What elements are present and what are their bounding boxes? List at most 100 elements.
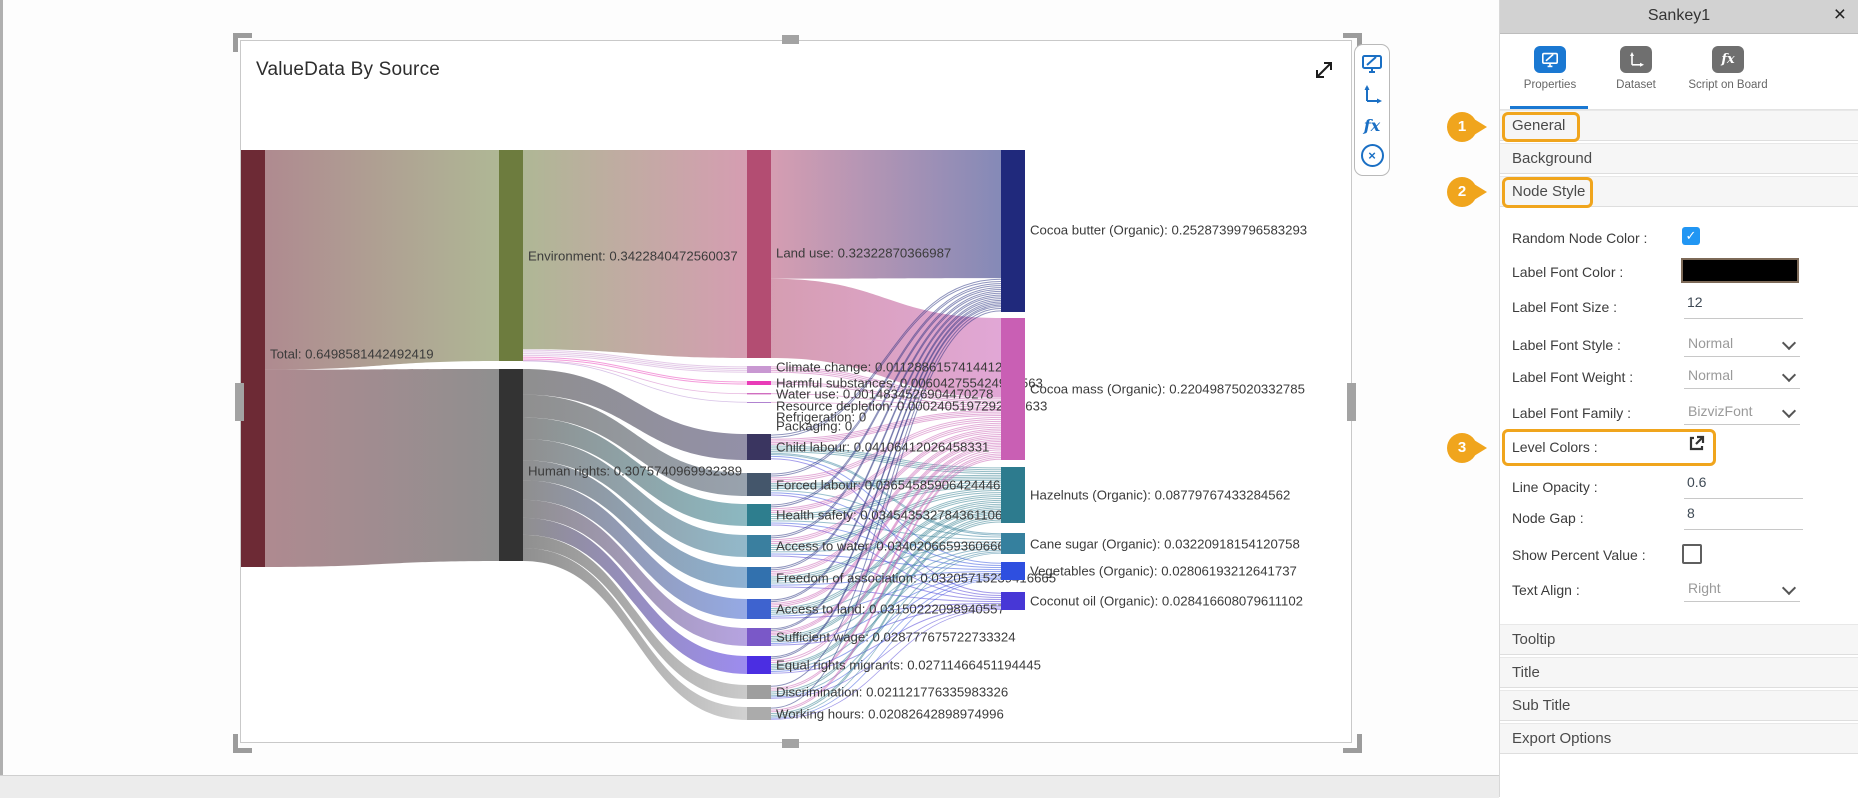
sankey-strand: [770, 368, 1002, 401]
section-general[interactable]: General: [1500, 110, 1858, 141]
sankey-strand: [770, 602, 1002, 619]
section-export-options[interactable]: Export Options: [1500, 723, 1858, 754]
sankey-strand: [770, 458, 1002, 713]
open-external-icon[interactable]: [1687, 434, 1705, 452]
section-background[interactable]: Background: [1500, 143, 1858, 174]
sankey-strand: [770, 519, 1002, 714]
tab-dataset[interactable]: Dataset: [1593, 46, 1679, 91]
sankey-strand: [770, 510, 1002, 666]
sankey-strand: [522, 354, 748, 373]
section-title[interactable]: Title: [1500, 657, 1858, 688]
sankey-strand: [770, 451, 1002, 475]
sankey-node-harmful_substances: [747, 381, 771, 385]
axis-icon[interactable]: [1360, 83, 1384, 107]
sankey-strand: [770, 453, 1002, 689]
font-style-select[interactable]: Normal: [1684, 332, 1800, 357]
close-icon[interactable]: ×: [1833, 3, 1846, 26]
sankey-strand: [770, 433, 1002, 573]
sankey-node-hazelnuts: [1001, 467, 1025, 523]
line-opacity-input[interactable]: 0.6: [1684, 474, 1803, 499]
sankey-strand: [770, 521, 1002, 716]
callout-badge-1: 1: [1447, 112, 1491, 142]
selection-handle-bottom-center[interactable]: [782, 739, 799, 748]
node-gap-input[interactable]: 8: [1684, 505, 1803, 530]
axis-icon: [1620, 46, 1652, 73]
field-label-font-style: Label Font Style : Normal: [1500, 330, 1858, 360]
sankey-strand: [770, 435, 1002, 574]
sankey-strand: [770, 604, 1002, 646]
callout-badge-2: 2: [1447, 177, 1491, 207]
color-swatch[interactable]: [1681, 258, 1799, 283]
sankey-node-total: [241, 150, 265, 567]
fx-icon[interactable]: fx: [1363, 115, 1381, 135]
field-show-percent-value: Show Percent Value :: [1500, 540, 1858, 570]
checkbox-unchecked[interactable]: [1682, 544, 1702, 564]
sankey-strand: [770, 303, 1002, 631]
sankey-chart-widget[interactable]: ValueData By Source Total: 0.64985814424…: [240, 40, 1352, 743]
sankey-label-health_safety: Health safety: 0.034543532784361106: [776, 508, 1002, 523]
selection-corner-top-left[interactable]: [233, 33, 252, 52]
sankey-strand: [770, 512, 1002, 667]
sankey-node-child_labour: [747, 434, 771, 460]
selection-handle-right-middle[interactable]: [1347, 383, 1356, 421]
chart-edit-icon[interactable]: [1360, 52, 1384, 76]
sankey-strand: [770, 290, 1002, 537]
sankey-strand: [770, 296, 1002, 571]
sankey-label-environment: Environment: 0.3422840472560037: [528, 249, 738, 264]
sankey-strand: [770, 570, 1002, 586]
sankey-node-discrimination: [747, 685, 771, 699]
sankey-node-sufficient_wage: [747, 628, 771, 646]
sankey-strand: [770, 369, 1002, 403]
widget-toolbar: fx ×: [1354, 44, 1390, 176]
sankey-strand: [770, 451, 1002, 664]
expand-icon[interactable]: [1311, 57, 1337, 83]
selection-handle-left-middle[interactable]: [235, 383, 244, 421]
tab-script-on-board[interactable]: fx Script on Board: [1680, 46, 1776, 91]
section-tooltip[interactable]: Tooltip: [1500, 624, 1858, 655]
sankey-strand: [770, 547, 1002, 643]
sankey-strand: [770, 579, 1002, 719]
tab-properties[interactable]: Properties: [1507, 46, 1593, 91]
sankey-link: [265, 150, 499, 370]
sankey-strand: [770, 607, 1002, 699]
sankey-node-land_use: [747, 150, 771, 358]
selection-corner-bottom-right[interactable]: [1343, 734, 1362, 753]
selection-corner-bottom-left[interactable]: [233, 734, 252, 753]
sankey-label-human_rights: Human rights: 0.3075740969932389: [528, 464, 742, 479]
text-align-select[interactable]: Right: [1684, 577, 1800, 602]
remove-icon[interactable]: ×: [1360, 144, 1384, 168]
font-weight-select[interactable]: Normal: [1684, 364, 1800, 389]
sankey-node-access_to_water: [747, 535, 771, 557]
panel-header: Sankey1 ×: [1500, 0, 1858, 34]
tab-properties-label: Properties: [1523, 79, 1577, 91]
section-sub-title[interactable]: Sub Title: [1500, 690, 1858, 721]
field-random-node-color: Random Node Color : ✓: [1500, 223, 1858, 253]
sankey-strand: [770, 428, 1002, 541]
sankey-label-working_hours: Working hours: 0.02082642898974996: [776, 707, 1004, 722]
sankey-strand: [770, 415, 1002, 445]
font-size-input[interactable]: 12: [1684, 294, 1803, 319]
sankey-strand: [770, 281, 1002, 438]
selection-handle-top-center[interactable]: [782, 35, 799, 44]
sankey-node-climate_change: [747, 366, 771, 373]
sankey-link: [523, 534, 747, 699]
selection-corner-top-right[interactable]: [1343, 33, 1362, 52]
chevron-down-icon: [1781, 580, 1797, 596]
sankey-strand: [770, 456, 1002, 711]
highlight-box-level-colors: [1502, 429, 1716, 466]
sankey-label-water_use: Water use: 0.0014834526904470278: [776, 387, 993, 402]
sankey-strand: [770, 413, 1002, 444]
tab-script-label: Script on Board: [1688, 79, 1768, 91]
section-node-style[interactable]: Node Style: [1500, 176, 1858, 207]
sankey-strand: [770, 442, 1002, 608]
fx-icon: fx: [1712, 46, 1744, 73]
sankey-label-coconut_oil: Coconut oil (Organic): 0.028416608079611…: [1030, 594, 1303, 609]
checkbox-checked[interactable]: ✓: [1682, 227, 1700, 245]
sankey-strand: [770, 426, 1002, 513]
sankey-diagram[interactable]: Total: 0.6498581442492419 Environment: 0.…: [241, 41, 1351, 742]
sankey-strand: [770, 490, 1002, 549]
sankey-label-land_use: Land use: 0.32322870366987: [776, 246, 951, 261]
sankey-label-vegetables: Vegetables (Organic): 0.0280619321264173…: [1030, 564, 1297, 579]
font-family-select[interactable]: BizvizFont: [1684, 400, 1800, 425]
field-label-font-family: Label Font Family : BizvizFont: [1500, 398, 1858, 428]
